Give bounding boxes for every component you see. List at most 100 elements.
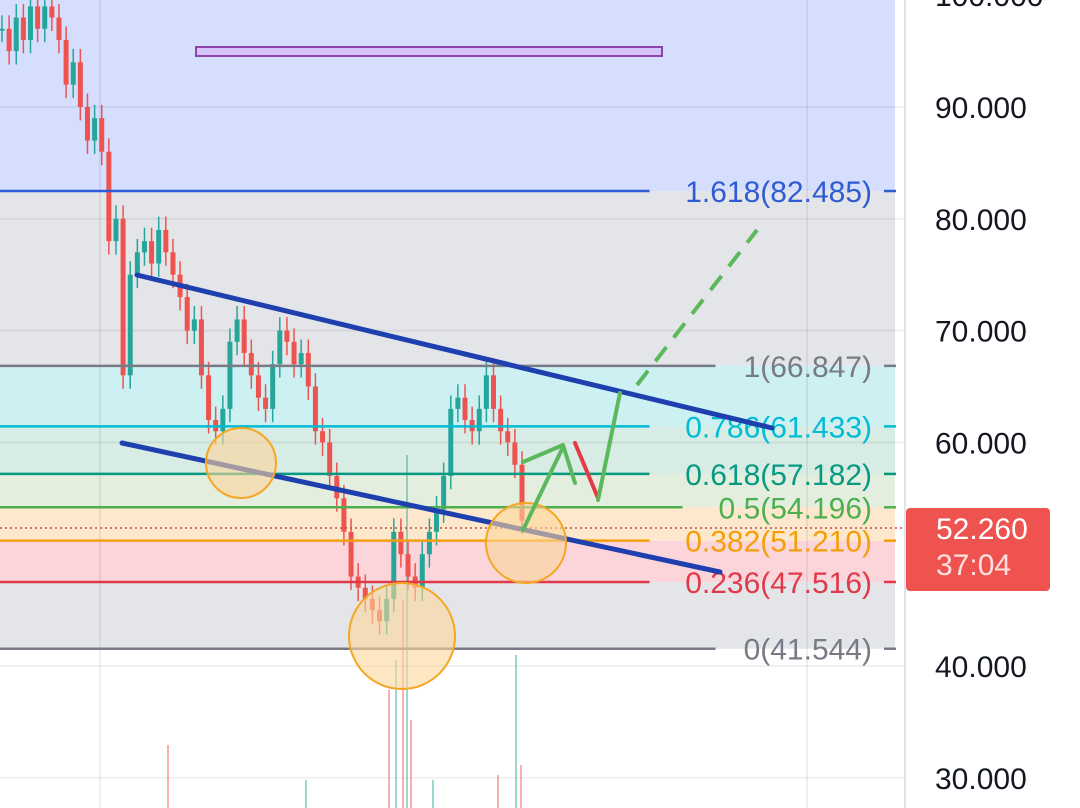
volume-bar <box>515 655 517 808</box>
purple-box[interactable] <box>195 46 663 57</box>
candle-body <box>149 241 155 264</box>
candle-body <box>6 28 12 52</box>
candle-body <box>49 6 55 18</box>
price-axis-label: 90.000 <box>935 92 1027 125</box>
candle-body <box>419 554 425 588</box>
fib-label: 0.5(54.196) <box>719 492 872 525</box>
volume-bar <box>167 745 169 808</box>
fib-zone-0.786 <box>0 365 895 427</box>
candle-body <box>398 531 404 555</box>
breakout-line[interactable] <box>596 391 622 502</box>
pullback-line[interactable] <box>573 441 600 500</box>
candle-body <box>270 364 276 409</box>
projection-arrow-up[interactable] <box>521 445 565 532</box>
volume-bar <box>432 780 434 808</box>
target-dashed-line[interactable] <box>635 228 759 387</box>
price-axis-label: 80.000 <box>935 204 1027 237</box>
fib-label: 0.382(51.210) <box>685 526 872 559</box>
candle-body <box>99 118 105 152</box>
candle-body <box>134 252 140 275</box>
candle-body <box>127 274 133 376</box>
candle-body <box>184 297 190 331</box>
candle-body <box>92 118 98 141</box>
candle-body <box>505 431 511 443</box>
candle-body <box>483 375 489 409</box>
candle-body <box>462 397 468 421</box>
current-price-tag: 52.260 37:04 <box>906 508 1050 591</box>
fib-label: 1(66.847) <box>744 351 872 384</box>
fib-level-1.618: 1.618(82.485) <box>0 176 896 209</box>
candle-body <box>312 386 318 432</box>
volume-bar <box>410 720 412 808</box>
fib-zone-0.5 <box>0 473 895 508</box>
volume-bar <box>305 780 307 808</box>
volume-bar <box>388 690 390 808</box>
channel-upper-line[interactable] <box>134 272 775 431</box>
candle-body <box>227 341 233 409</box>
fib-zone-above <box>0 0 895 192</box>
candle-body <box>70 62 76 85</box>
candle-body <box>519 464 525 521</box>
candle-body <box>476 408 482 432</box>
candle-body <box>156 229 162 264</box>
candle-body <box>512 442 518 465</box>
candle-body <box>13 17 19 52</box>
bar-countdown: 37:04 <box>936 549 1012 582</box>
candle-body <box>263 397 269 409</box>
fib-retracement: 1.618(82.485)1(66.847)0.786(61.433)0.618… <box>0 176 896 667</box>
candle-body <box>391 531 397 599</box>
candle-body <box>426 531 432 555</box>
arrowhead-icon <box>521 443 577 485</box>
candle-body <box>206 375 212 421</box>
candle-body <box>220 408 226 432</box>
support-circle-left[interactable] <box>205 427 277 499</box>
candle-body <box>405 554 411 577</box>
fib-label: 1.618(82.485) <box>685 176 872 209</box>
candle-body <box>448 408 454 476</box>
price-axis-label: 70.000 <box>935 316 1027 349</box>
support-circle-right[interactable] <box>485 502 567 584</box>
price-axis-label: 100.000 <box>935 0 1043 13</box>
price-axis-bg <box>905 0 1080 808</box>
candle-body <box>27 6 33 40</box>
candle-body <box>0 28 5 31</box>
price-axis[interactable]: 100.000 90.000 80.000 70.000 60.000 40.000 30.… <box>935 0 1043 796</box>
candle-body <box>35 6 41 29</box>
current-price-value: 52.260 <box>936 513 1028 546</box>
fib-level-1: 1(66.847) <box>0 351 896 384</box>
candle-body <box>84 107 90 141</box>
candle-body <box>348 531 354 577</box>
candle-body <box>298 352 304 365</box>
volume-bar <box>402 600 404 808</box>
candle-body <box>491 375 497 409</box>
candle-body <box>498 408 504 432</box>
volume-bar <box>520 765 522 808</box>
candle-body <box>441 475 447 510</box>
fib-zone-1 <box>0 191 895 366</box>
fib-label: 0(41.544) <box>744 634 872 667</box>
candle-body <box>42 6 48 29</box>
fib-level-0.618: 0.618(57.182) <box>0 459 896 492</box>
candle-body <box>455 397 461 409</box>
support-circle-bottom[interactable] <box>348 582 456 690</box>
fib-zone-0.236 <box>0 540 895 582</box>
candle-body <box>434 509 440 532</box>
candle-body <box>327 442 333 476</box>
candle-body <box>113 218 119 242</box>
candle-body <box>284 330 290 342</box>
candle-body <box>170 252 176 275</box>
fib-level-0.5: 0.5(54.196) <box>0 492 896 525</box>
candle-body <box>163 229 169 253</box>
candle-body <box>362 587 368 599</box>
candle-body <box>198 319 204 376</box>
candle-body <box>234 319 240 342</box>
volume-bar <box>395 660 397 808</box>
candle-body <box>241 319 247 353</box>
fib-label: 0.618(57.182) <box>685 459 872 492</box>
price-axis-label: 30.000 <box>935 763 1027 796</box>
volume-bar <box>497 775 499 808</box>
candle-body <box>291 341 297 365</box>
candle-body <box>56 17 62 40</box>
candle-body <box>20 17 26 40</box>
